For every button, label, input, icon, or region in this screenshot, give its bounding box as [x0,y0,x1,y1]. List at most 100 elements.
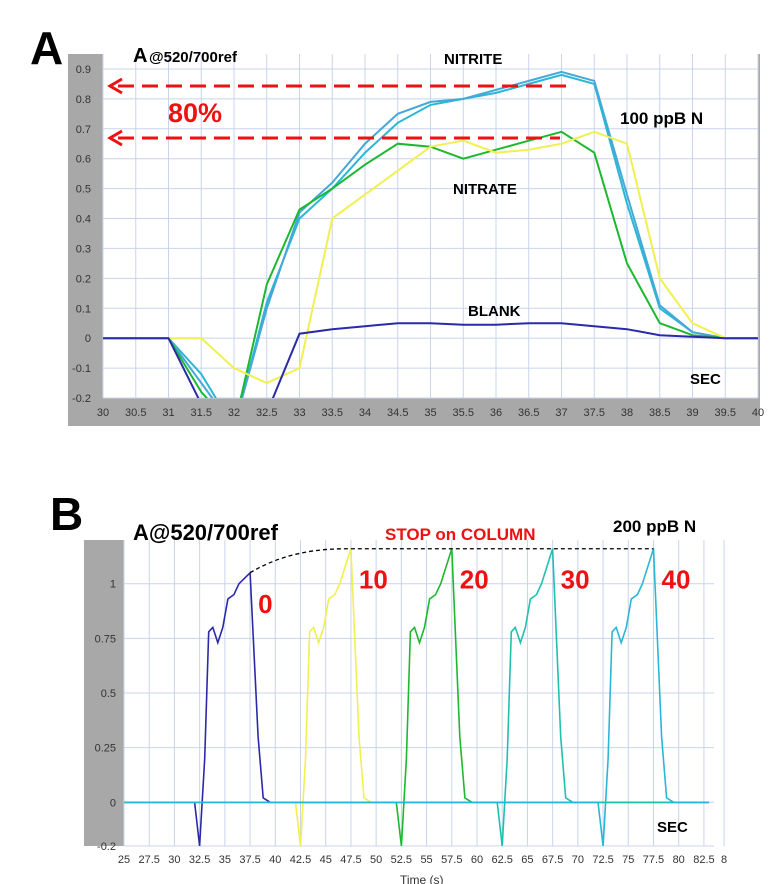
panel-b: B 25 27.5 30 32.5 35 37.5 40 42.5 45 47.5 50 52.5 55… [50,488,727,884]
y-tick-label: 0.3 [76,243,91,255]
x-tick-label: 57.5 [441,854,462,866]
panel-a-ticks: 30 30.5 31 31.5 32 32.5 33 33.5 34 34.5 35 35.5 36 36… [72,64,764,419]
label-stop-on-column: STOP on COLUMN [385,525,536,544]
label-percent: 80% [168,98,222,128]
x-tick-label: 32.5 [256,407,277,419]
y-tick-label: -0.1 [72,363,91,375]
x-tick-label: 33.5 [322,407,343,419]
x-tick-label: 32 [228,407,240,419]
x-tick-label: 30 [168,854,180,866]
y-tick-label: 0 [110,797,116,809]
panel-a-letter: A [30,22,63,74]
x-tick-label: 80 [673,854,685,866]
series-line-1 [103,73,758,398]
peak-label: 0 [258,589,272,619]
x-tick-label: 47.5 [340,854,361,866]
x-tick-label: 36 [490,407,502,419]
x-tick-label: 62.5 [491,854,512,866]
y-tick-label: 0.8 [76,94,91,106]
arrow-head-bottom [107,129,123,147]
y-tick-label: 0.5 [76,184,91,196]
label-nitrite: NITRITE [444,51,502,68]
series-line-3 [103,130,758,398]
y-tick-label: 1 [110,579,116,591]
x-tick-label: 35 [219,854,231,866]
y-tick-label: 0.7 [76,124,91,136]
x-tick-label: 67.5 [542,854,563,866]
panel-b-letter: B [50,488,83,540]
label-concentration-b: 200 ppB N [613,517,696,536]
x-tick-label: 39 [686,407,698,419]
y-tick-label: 0.4 [76,214,91,226]
x-tick-label: 55 [420,854,432,866]
y-tick-label: 0.75 [95,633,116,645]
x-tick-label: 33 [293,407,305,419]
x-tick-label: 30 [97,407,109,419]
panel-b-frame-left [84,540,124,846]
x-tick-label: 45 [320,854,332,866]
panel-b-ylabel: A@520/700ref [133,520,279,545]
panel-a-ylabel-main: A [133,45,147,67]
peak-line-40 [124,548,709,846]
x-tick-label: 70 [572,854,584,866]
peak-label: 30 [561,565,590,595]
x-tick-label: 40 [752,407,764,419]
y-tick-label: 0.6 [76,154,91,166]
label-nitrate: NITRATE [453,181,517,198]
x-tick-label: 65 [521,854,533,866]
x-tick-label: 82.5 [693,854,714,866]
y-tick-label: 0.5 [101,688,116,700]
x-tick-label: 37.5 [239,854,260,866]
x-tick-label: 35 [424,407,436,419]
x-tick-label: 52.5 [391,854,412,866]
panel-b-grid [123,540,725,847]
y-tick-label: -0.2 [72,393,91,405]
series-line-4 [103,130,758,385]
y-tick-label: 0.2 [76,273,91,285]
x-tick-label: 25 [118,854,130,866]
x-tick-label: 34 [359,407,371,419]
panel-a: A 30 30.5 31 31.5 32 32.5 33 33.5 34 34.5 35 35.5 36… [30,22,764,426]
y-tick-label: 0 [85,333,91,345]
x-tick-label: 38 [621,407,633,419]
y-tick-label: 0.25 [95,743,116,755]
x-tick-label: 72.5 [592,854,613,866]
peak-label: 20 [460,565,489,595]
panel-a-grid [102,54,759,399]
x-tick-label: 38.5 [649,407,670,419]
x-tick-label: 60 [471,854,483,866]
x-tick-label: 37.5 [584,407,605,419]
peak-label: 10 [359,565,388,595]
panel-a-series [103,70,758,398]
x-tick-label: 40 [269,854,281,866]
panel-b-peak-labels: 0 10 20 30 40 [258,565,690,619]
x-tick-label: 27.5 [139,854,160,866]
label-sec-a: SEC [690,371,721,388]
peak-label: 40 [661,565,690,595]
panel-b-series [124,548,709,846]
x-tick-label: 35.5 [453,407,474,419]
x-tick-label: 34.5 [387,407,408,419]
x-tick-label: 75 [622,854,634,866]
y-tick-label: -0.2 [97,841,116,853]
x-tick-label: 42.5 [290,854,311,866]
x-tick-label: 39.5 [715,407,736,419]
y-tick-label: 0.1 [76,303,91,315]
x-tick-label: 50 [370,854,382,866]
x-tick-label: 8 [721,854,727,866]
label-concentration-a: 100 ppB N [620,109,703,128]
x-tick-label: 31 [162,407,174,419]
panel-b-ticks: 25 27.5 30 32.5 35 37.5 40 42.5 45 47.5 50 52.5 55 57… [95,579,728,866]
x-tick-label: 31.5 [191,407,212,419]
label-sec-b: SEC [657,819,688,836]
series-line-2 [103,70,758,398]
arrow-head-top [107,77,123,95]
x-tick-label: 30.5 [125,407,146,419]
x-tick-label: 77.5 [643,854,664,866]
x-tick-label: 32.5 [189,854,210,866]
panel-b-xlabel: Time (s) [400,873,444,884]
x-tick-label: 37 [555,407,567,419]
series-line-5 [103,322,758,398]
reference-arrows [107,77,572,147]
